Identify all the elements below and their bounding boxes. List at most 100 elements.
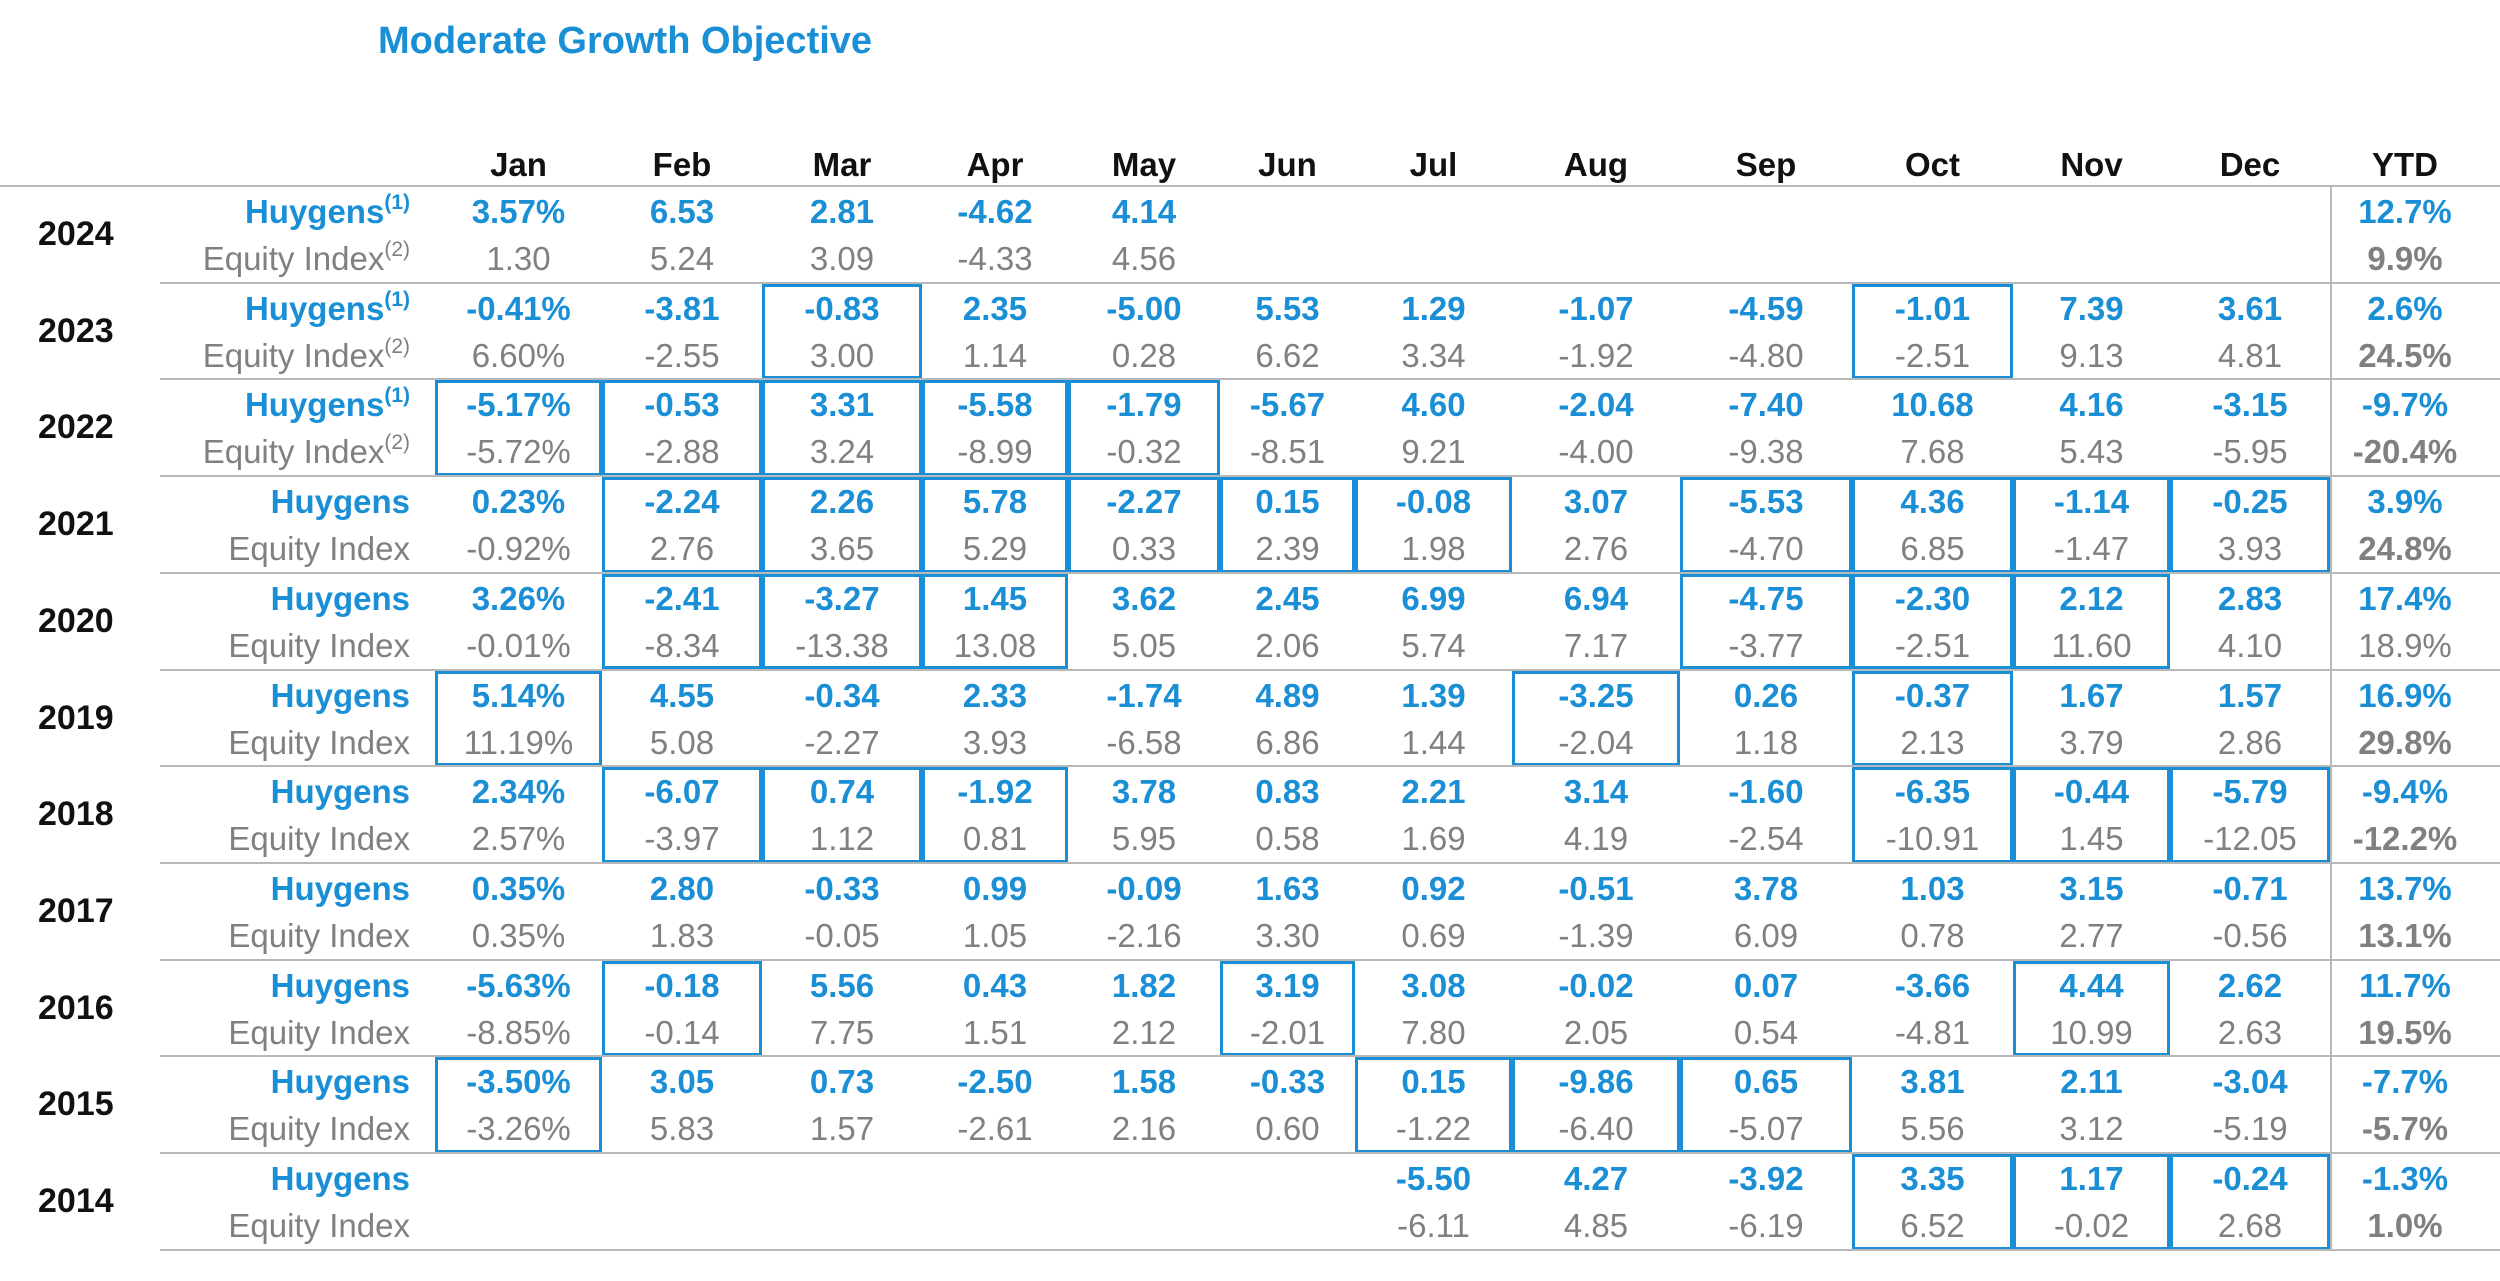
huygens-value: 0.65: [1733, 1063, 1799, 1101]
huygens-label: Huygens: [270, 1063, 410, 1101]
huygens-value: 0.73: [809, 1063, 875, 1101]
huygens-value: -0.08: [1395, 483, 1472, 521]
index-value: 3.00: [809, 336, 875, 374]
index-value: -1.22: [1395, 1110, 1472, 1148]
huygens-value: 0.74: [809, 773, 875, 811]
huygens-value: 11.7%: [2359, 966, 2451, 1004]
huygens-value: -3.27: [804, 579, 880, 617]
equity-index-label: Equity Index: [228, 916, 410, 954]
huygens-value: -3.04: [2212, 1063, 2288, 1101]
index-value: 1.18: [1733, 723, 1799, 761]
huygens-value: 0.83: [1255, 773, 1320, 811]
huygens-value: -6.07: [644, 773, 720, 811]
huygens-value: 2.12: [2059, 579, 2124, 617]
index-value: 0.58: [1255, 820, 1320, 858]
index-value: 4.19: [1563, 820, 1629, 858]
huygens-value: -2.41: [644, 579, 720, 617]
equity-index-label: Equity Index: [228, 820, 410, 858]
index-value: 6.85: [1900, 530, 1965, 568]
huygens-value: -9.86: [1558, 1063, 1634, 1101]
huygens-value: 2.35: [962, 289, 1028, 327]
index-value: 6.86: [1255, 723, 1320, 761]
equity-index-label: Equity Index: [228, 1013, 410, 1051]
index-value: 0.81: [962, 820, 1028, 858]
huygens-value: -2.27: [1106, 483, 1182, 521]
grid-line: [160, 1055, 2500, 1058]
highlight-box: [762, 283, 922, 380]
huygens-value: 4.27: [1563, 1160, 1629, 1197]
index-value: 7.17: [1563, 626, 1629, 664]
index-value: -0.14: [644, 1013, 720, 1051]
column-header-jul: Jul: [1409, 146, 1458, 183]
index-value: -4.70: [1728, 530, 1804, 568]
column-header-dec: Dec: [2219, 146, 2281, 183]
year-label: 2017: [38, 891, 114, 930]
index-value: 2.76: [1563, 530, 1629, 568]
highlight-box: [1680, 573, 1852, 670]
huygens-value: -0.33: [1249, 1063, 1326, 1101]
index-value: 1.30: [486, 240, 551, 277]
index-value: 29.8%: [2358, 723, 2452, 761]
huygens-value: 3.81: [1900, 1063, 1965, 1101]
highlight-box: [922, 767, 1068, 863]
huygens-value: 0.99: [962, 869, 1028, 907]
huygens-value: 4.16: [2059, 386, 2124, 424]
huygens-value: -1.01: [1894, 289, 1971, 327]
index-value: -5.95: [2212, 433, 2288, 471]
index-value: 2.63: [2217, 1013, 2283, 1051]
index-value: 4.81: [2217, 336, 2283, 374]
index-value: -0.05: [804, 916, 880, 954]
huygens-value: 1.63: [1255, 869, 1320, 907]
index-value: -4.81: [1894, 1013, 1971, 1051]
highlight-box: [2170, 767, 2330, 863]
huygens-value: 2.81: [809, 193, 875, 230]
index-value: -3.97: [644, 820, 720, 858]
huygens-value: 1.67: [2059, 676, 2124, 714]
huygens-value: 3.78: [1111, 773, 1177, 811]
highlight-box: [2013, 960, 2170, 1057]
index-value: 2.57%: [471, 820, 566, 858]
index-value: 7.75: [809, 1013, 875, 1051]
highlight-box: [762, 477, 922, 573]
highlight-box: [2170, 477, 2330, 573]
grid-line: [160, 475, 2500, 478]
grid-line: [160, 1152, 2500, 1154]
huygens-value: 3.19: [1255, 966, 1320, 1004]
index-value: -2.51: [1894, 336, 1971, 374]
highlight-box: [1068, 380, 1220, 477]
huygens-value: -3.15: [2212, 386, 2288, 424]
huygens-value: -0.02: [1558, 966, 1634, 1004]
huygens-label: Huygens: [270, 773, 410, 811]
column-header-apr: Apr: [966, 146, 1024, 183]
huygens-label: Huygens(1): [244, 191, 410, 230]
highlight-box: [1852, 477, 2013, 573]
year-label: 2021: [38, 505, 114, 544]
index-value: 2.06: [1255, 626, 1320, 664]
index-value: 2.16: [1111, 1110, 1177, 1148]
index-value: 1.44: [1401, 723, 1466, 761]
index-value: -4.80: [1728, 336, 1804, 374]
huygens-value: 0.35%: [471, 869, 566, 907]
index-value: -5.7%: [2361, 1110, 2449, 1148]
huygens-value: 0.07: [1733, 966, 1799, 1004]
year-label: 2023: [38, 311, 114, 350]
column-header-mar: Mar: [812, 146, 872, 183]
index-value: 1.05: [962, 916, 1028, 954]
index-value: 2.13: [1900, 723, 1965, 761]
huygens-value: -0.44: [2053, 773, 2130, 811]
index-value: 4.10: [2217, 626, 2283, 664]
column-header-sep: Sep: [1735, 146, 1797, 183]
index-value: 1.57: [809, 1110, 875, 1148]
index-value: -5.07: [1728, 1110, 1804, 1148]
index-value: 5.95: [1111, 820, 1177, 858]
huygens-value: -5.58: [957, 386, 1033, 424]
huygens-value: -0.34: [804, 676, 880, 714]
year-label: 2014: [38, 1182, 114, 1220]
highlight-box: [602, 960, 762, 1057]
huygens-value: -5.63%: [466, 966, 571, 1004]
index-value: -6.11: [1397, 1207, 1470, 1244]
highlight-box: [1680, 1057, 1852, 1153]
index-value: 19.5%: [2358, 1013, 2452, 1051]
column-header-ytd: YTD: [2372, 146, 2438, 183]
huygens-value: 16.9%: [2358, 676, 2452, 714]
